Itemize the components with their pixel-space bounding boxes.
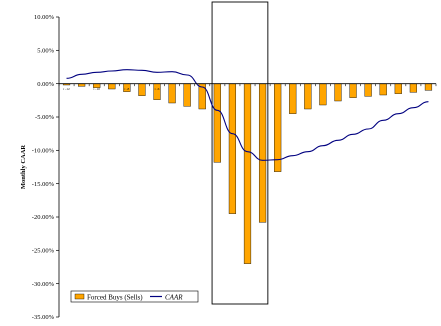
bar: [379, 83, 387, 96]
bar: [243, 83, 252, 264]
legend-line-label: CAAR: [165, 293, 183, 301]
bar: [319, 83, 327, 106]
y-axis-title: Monthly CAAR: [20, 145, 27, 190]
bar: [289, 83, 297, 114]
y-tick-label: -5.00%: [35, 114, 55, 121]
highlight-layer: [211, 1, 269, 305]
legend-bar-swatch: [74, 293, 85, 300]
x-tick-label: t -8: [124, 87, 129, 91]
bar: [153, 83, 161, 100]
bar: [213, 83, 221, 163]
bar: [394, 83, 402, 94]
x-tick-label: t -10: [93, 87, 100, 91]
bar: [424, 83, 433, 91]
x-tick-label: t -12: [63, 87, 70, 91]
legend-box: [70, 290, 199, 303]
y-tick-label: -25.00%: [32, 248, 55, 255]
caar-line: [66, 69, 429, 161]
line-layer: [66, 69, 429, 161]
y-tick-label: -35.00%: [32, 314, 55, 321]
y-tick-label: 5.00%: [37, 48, 54, 55]
bar: [108, 83, 116, 90]
bar: [364, 83, 372, 97]
y-tick-label: -10.00%: [32, 148, 55, 155]
x-tick-label: t -6: [155, 87, 160, 91]
bar: [228, 83, 237, 214]
event-window-box: [211, 1, 269, 305]
bar: [304, 83, 312, 110]
bar: [258, 83, 267, 223]
bar: [183, 83, 191, 107]
bar: [138, 83, 146, 96]
bar: [274, 83, 282, 172]
legend: Forced Buys (Sells) CAAR: [70, 290, 199, 303]
bar: [409, 83, 417, 93]
y-tick-label: -30.00%: [32, 281, 55, 288]
y-tick-label: -15.00%: [32, 181, 55, 188]
bar: [349, 83, 357, 98]
bar: [334, 83, 342, 102]
y-tick-label: 0.00%: [37, 81, 54, 88]
y-tick-label: 10.00%: [34, 14, 55, 21]
axis-layer: 10.00% 5.00% 0.00% -5.00% -10.00% -15.00% -20.…: [32, 14, 437, 321]
y-tick-label: -20.00%: [32, 214, 55, 221]
legend-bar-label: Forced Buys (Sells): [87, 293, 143, 301]
bar: [168, 83, 176, 104]
